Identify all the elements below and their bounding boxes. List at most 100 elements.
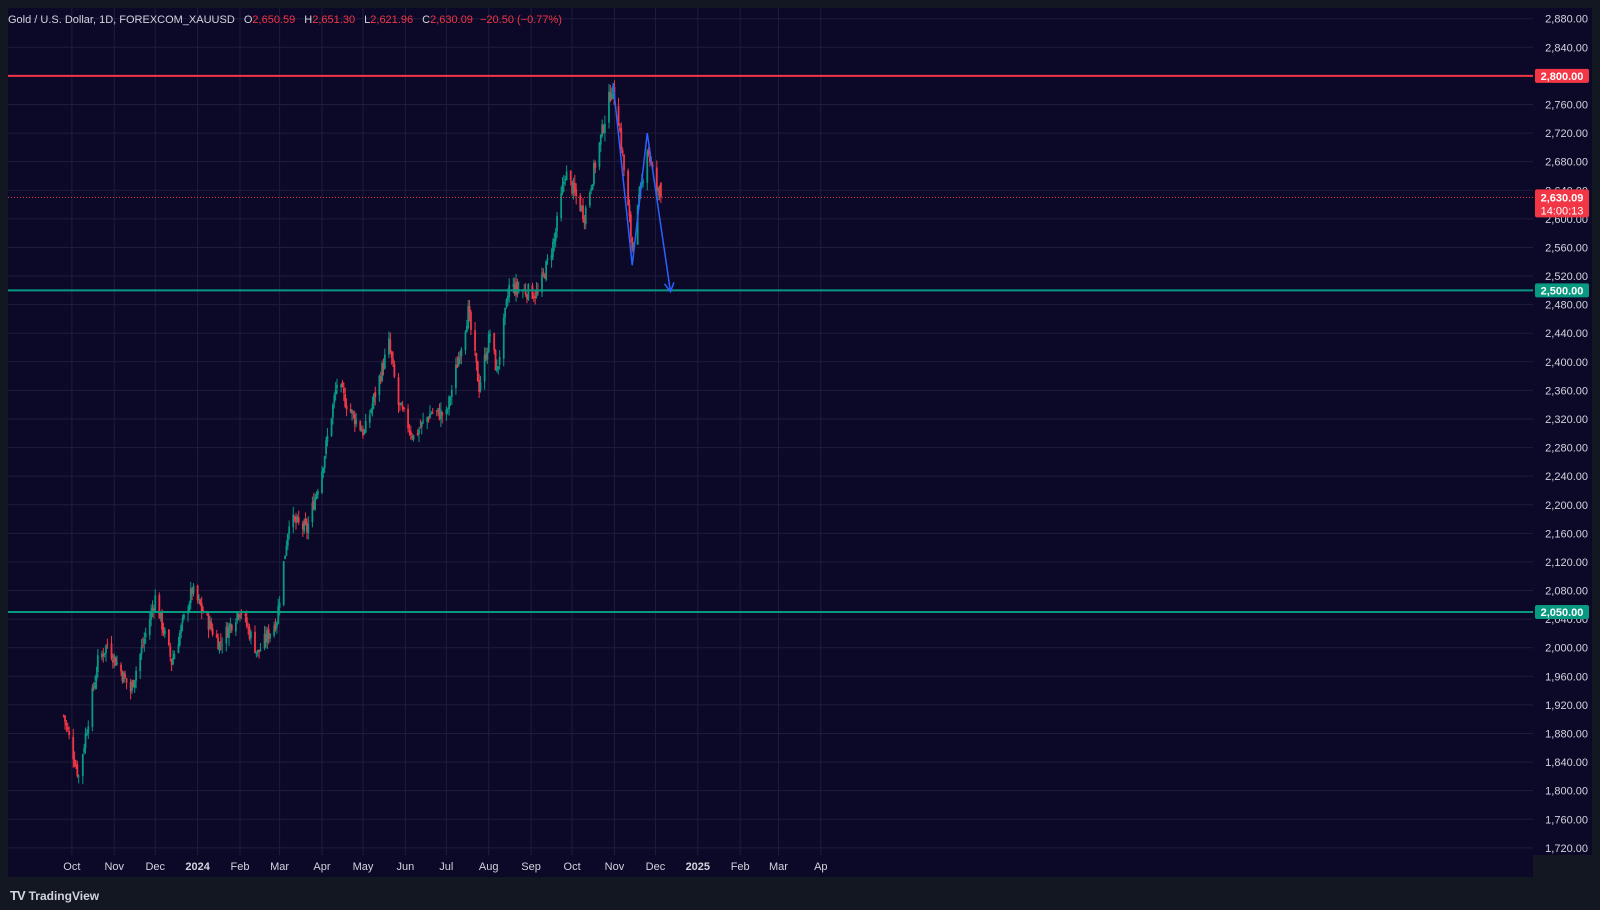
candle-body <box>416 433 419 435</box>
candle-body <box>292 514 295 528</box>
candle-body <box>588 192 591 206</box>
candle-body <box>110 643 113 659</box>
candle-body <box>86 733 88 736</box>
candle-body <box>420 422 423 427</box>
tradingview-brand[interactable]: TV TradingView <box>10 888 99 903</box>
y-tick-label: 2,240.00 <box>1545 471 1588 483</box>
candle-body <box>504 307 507 318</box>
candle-body <box>407 408 409 429</box>
candle-body <box>364 420 367 433</box>
candle-body <box>68 731 71 736</box>
candle-body <box>556 215 558 232</box>
candle-body <box>642 181 645 184</box>
candle-body <box>430 413 433 415</box>
candle-body <box>66 727 69 730</box>
candle-body <box>598 142 601 168</box>
y-tick-label: 2,400.00 <box>1545 357 1588 369</box>
x-tick-label: May <box>353 861 374 873</box>
candle-body <box>178 632 181 645</box>
candle-body <box>362 428 364 436</box>
candle-body <box>505 299 508 307</box>
candle-body <box>657 187 660 192</box>
candle-body <box>210 621 213 629</box>
candle-body <box>172 657 174 665</box>
candle-body <box>132 680 135 687</box>
candle-body <box>344 394 347 407</box>
candle-body <box>143 639 146 644</box>
x-tick-label: Feb <box>230 861 249 873</box>
candle-body <box>168 629 170 646</box>
candle-body <box>368 414 371 423</box>
candle-body <box>580 206 583 210</box>
candle-body <box>64 715 66 723</box>
time-axis-background <box>8 855 1533 877</box>
candle-body <box>445 409 448 415</box>
candle-body <box>131 682 133 691</box>
candle-body <box>582 205 584 220</box>
candle-body <box>312 501 315 510</box>
candle-body <box>475 352 478 363</box>
candle-body <box>267 629 270 640</box>
candle-body <box>150 610 153 620</box>
symbol-title[interactable]: Gold / U.S. Dollar, 1D, FOREXCOM_XAUUSD <box>8 14 235 26</box>
candle-body <box>584 207 587 225</box>
candle-body <box>498 357 501 365</box>
candle-body <box>321 471 323 493</box>
candle-body <box>506 296 509 301</box>
candle-body <box>226 627 229 638</box>
candle-body <box>101 653 103 658</box>
y-tick-label: 2,520.00 <box>1545 271 1588 283</box>
x-tick-label: Oct <box>63 861 80 873</box>
candle-body <box>524 290 527 295</box>
candle-body <box>188 603 191 612</box>
candle-body <box>485 354 487 360</box>
candle-body <box>73 759 76 766</box>
candle-body <box>92 686 95 688</box>
candle-body <box>448 396 450 410</box>
candle-body <box>142 644 144 646</box>
candle-body <box>295 518 297 524</box>
x-tick-label: Jun <box>396 861 414 873</box>
candle-body <box>502 317 505 359</box>
candle-body <box>325 440 327 455</box>
candle-body <box>565 171 568 181</box>
candle-body <box>152 608 155 610</box>
candle-body <box>401 405 404 409</box>
candle-body <box>468 306 471 314</box>
candle-body <box>159 611 162 619</box>
candle-body <box>265 634 267 642</box>
candle-body <box>133 680 136 688</box>
candle-body <box>351 410 353 414</box>
candle-body <box>379 376 382 382</box>
candle-body <box>409 431 412 436</box>
candle-body <box>583 217 586 223</box>
x-tick-label: Nov <box>605 861 625 873</box>
candle-body <box>113 655 116 661</box>
candle-body <box>211 628 214 635</box>
candle-body <box>441 412 444 416</box>
candle-body <box>449 398 452 400</box>
projection-arrow-head <box>663 282 675 294</box>
candle-body <box>163 630 166 635</box>
candle-body <box>516 281 519 291</box>
candle-body <box>229 623 232 627</box>
y-tick-label: 1,840.00 <box>1545 757 1588 769</box>
candles-group <box>62 80 662 785</box>
candle-body <box>349 409 352 413</box>
candle-body <box>306 522 308 533</box>
low-value: 2,621.96 <box>370 14 414 26</box>
ohlc-legend: Gold / U.S. Dollar, 1D, FOREXCOM_XAUUSD … <box>8 14 562 26</box>
candle-body <box>293 516 296 520</box>
candle-body <box>332 404 334 418</box>
y-tick-label: 1,720.00 <box>1545 843 1588 855</box>
candle-body <box>593 162 595 185</box>
candle-body <box>623 154 625 171</box>
y-tick-label: 2,840.00 <box>1545 42 1588 54</box>
candle-body <box>296 516 299 522</box>
candle-body <box>439 410 442 420</box>
candle-body <box>571 181 573 194</box>
candle-body <box>591 184 594 190</box>
candle-body <box>534 295 537 298</box>
candle-body <box>192 585 195 594</box>
